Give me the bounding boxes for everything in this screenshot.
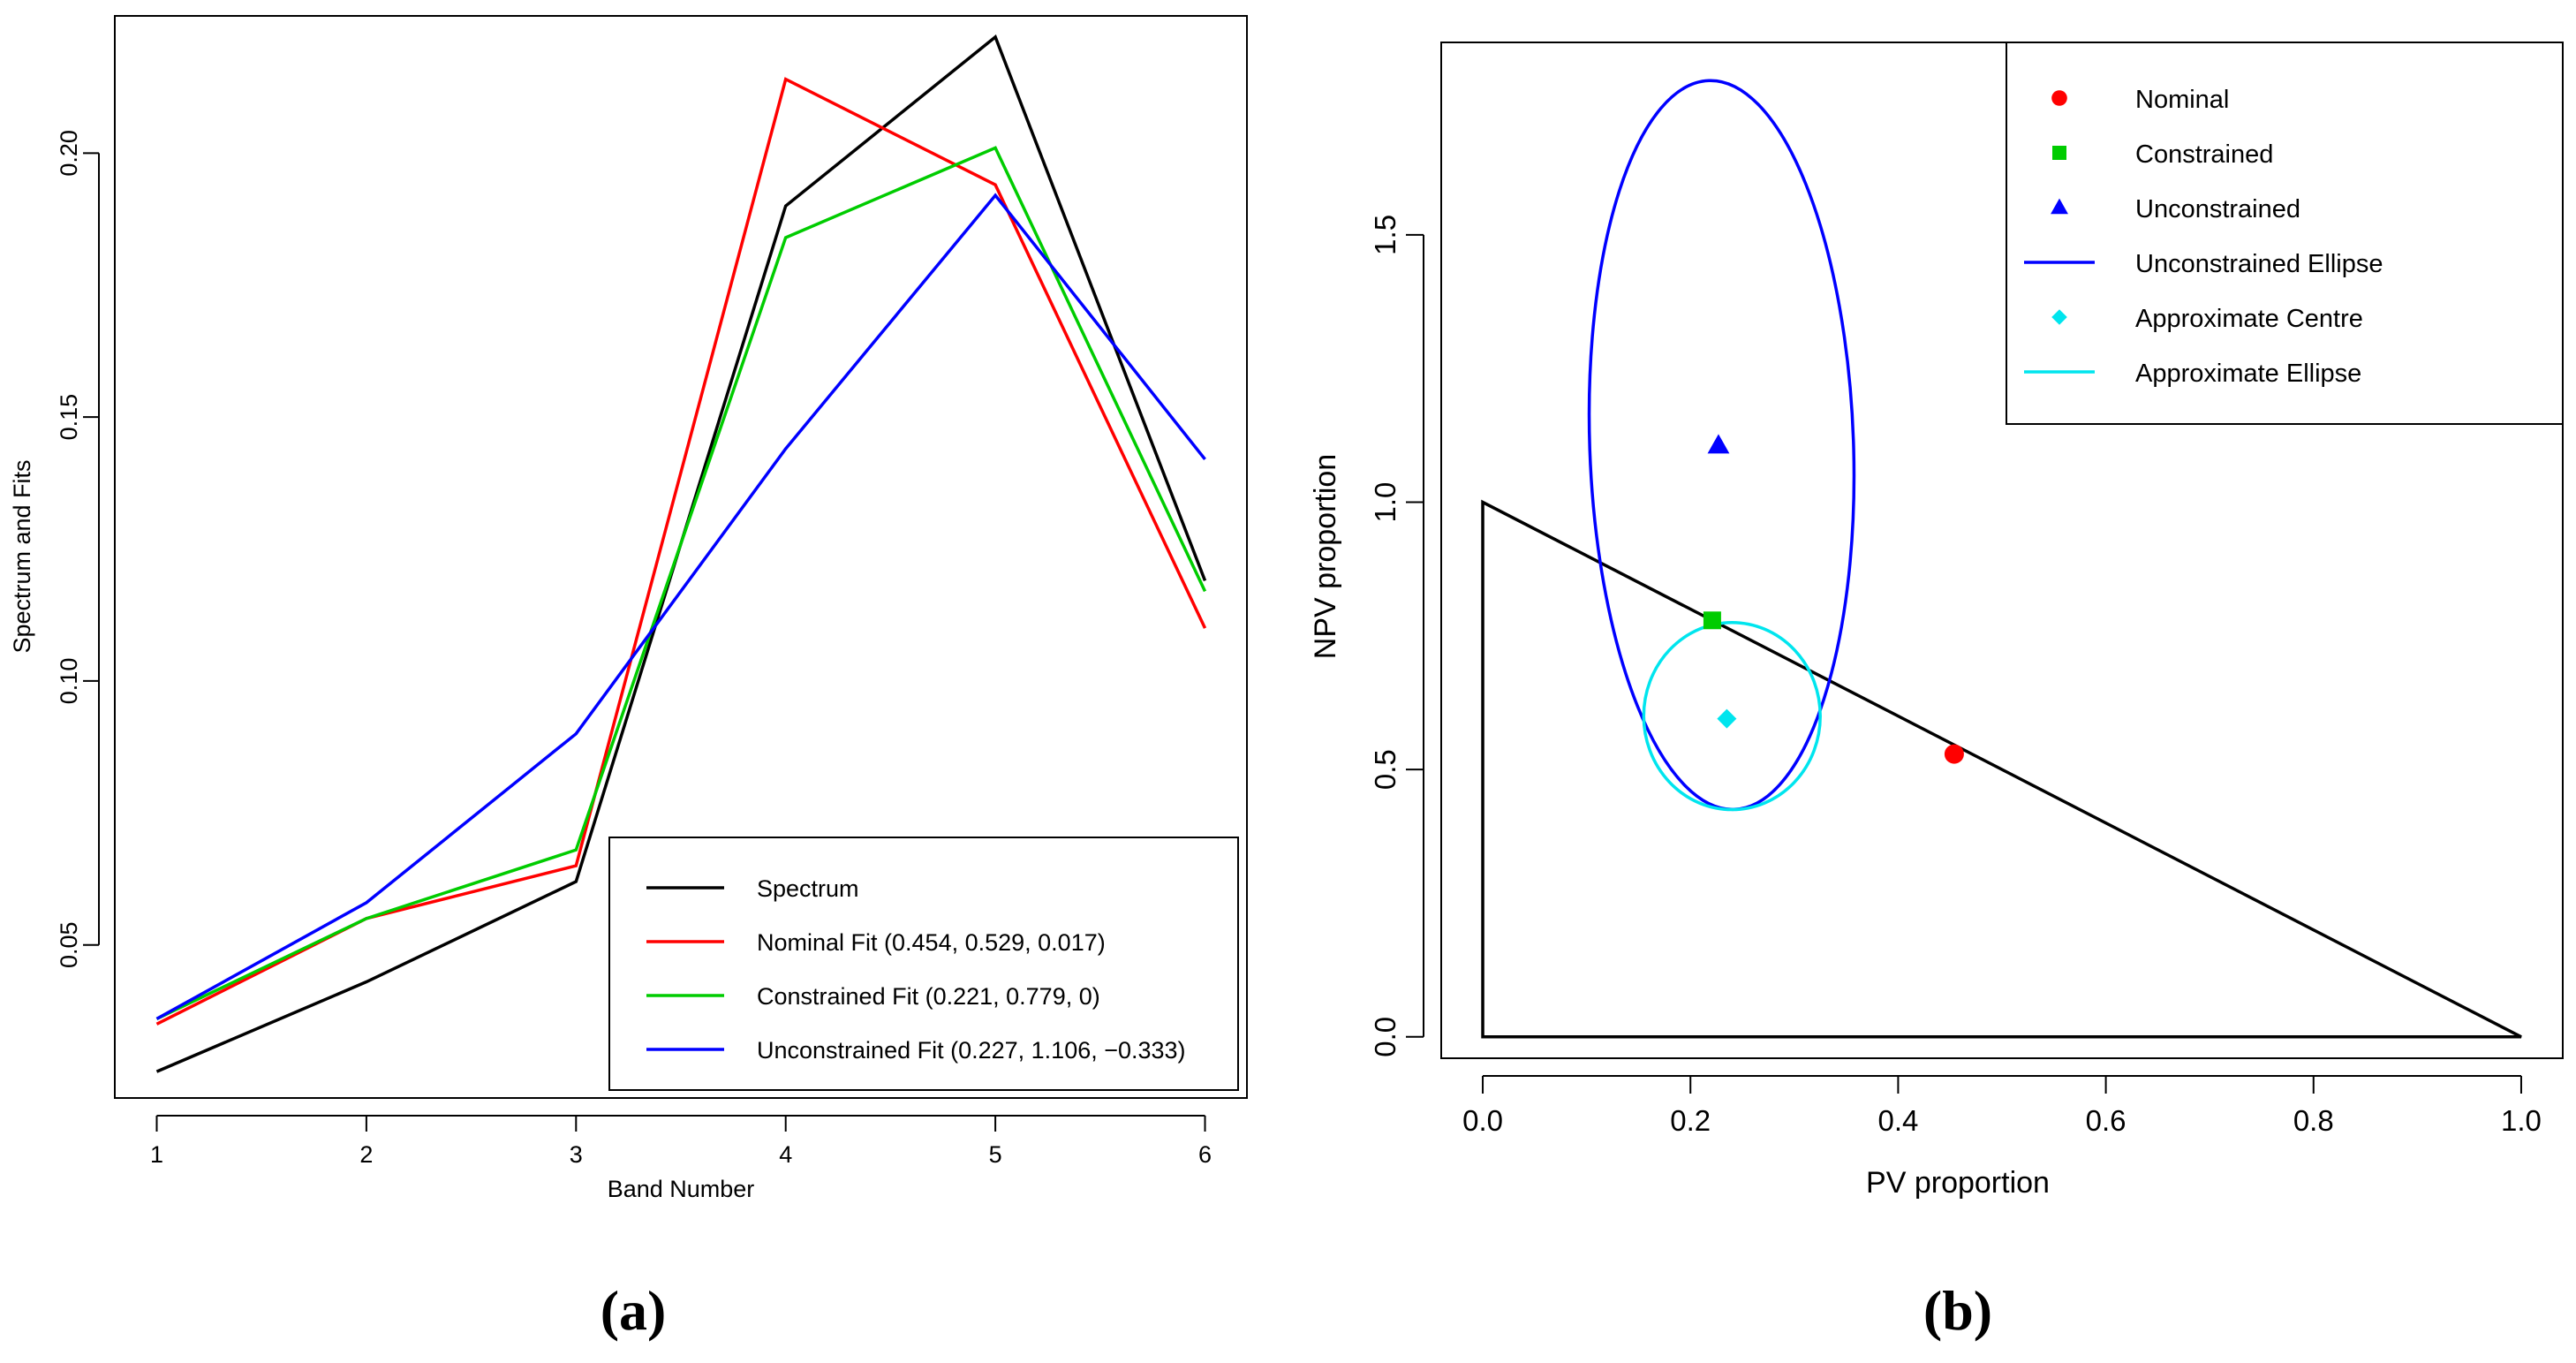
panel-a-x-axis: 1 2 3 4 5 6 [150,1115,1212,1168]
panel-b-shapes [1481,79,2522,1039]
panel-b-x-tick-label: 1.0 [2501,1104,2542,1137]
panel-b-legend-box [2006,42,2564,425]
panel-a-x-tick-label: 1 [150,1141,163,1168]
panel-b-legend-label: Unconstrained [2135,195,2300,223]
panel-a-y-tick-label: 0.10 [56,658,82,705]
panel-b-legend-label: Constrained [2135,140,2273,169]
panel-b-legend-swatch [2051,90,2067,106]
panel-b-legend-label: Unconstrained Ellipse [2135,250,2383,278]
panel-b-point-approximate-centre [1717,708,1737,729]
panel-a-series-line-3 [155,193,1206,1020]
panel-b-x-tick-label: 0.4 [1877,1104,1918,1137]
panel-b-feasible-triangle [1481,499,2522,1039]
panel-a-x-tick-label: 5 [989,1141,1002,1168]
panel-b-plot-frame [1440,42,2564,1059]
panel-b-legend-label: Nominal [2135,86,2229,114]
panel-a-x-tick-label: 4 [779,1141,792,1168]
panel-a-plot-frame [114,15,1248,1099]
panel-a-series-group [155,34,1207,1073]
panel-a-y-tick-label: 0.15 [56,394,82,441]
panel-b-y-tick-label: 1.5 [1369,215,1401,255]
panel-b-legend: Nominal Constrained Unconstrained Unconstra… [2006,42,2564,425]
panel-a-y-axis: 0.05 0.10 0.15 0.20 [56,130,100,968]
panel-a-legend: Spectrum Nominal Fit (0.454, 0.529, 0.017… [608,837,1239,1091]
panel-a-x-tick-label: 3 [570,1141,583,1168]
panel-b-legend-swatch [2052,146,2066,160]
panel-a-y-tick-label: 0.20 [56,130,82,177]
panel-b-legend-swatch [2051,198,2068,215]
panel-a-legend-label: Spectrum [757,875,859,902]
panel-b-legend-swatch [2051,309,2067,325]
panel-b-y-tick-label: 1.0 [1369,482,1401,523]
panel-b-axes: 0.0 0.2 0.4 0.6 0.8 1.0 0.0 0.5 1.0 1.5 [1369,215,2542,1137]
panel-b-x-tick-label: 0.6 [2086,1104,2127,1137]
panel-a-y-axis-title: Spectrum and Fits [9,459,35,653]
panel-b-point-unconstrained [1707,434,1730,454]
panel-b-label: (b) [1923,1279,1992,1342]
panel-a-legend-label: Constrained Fit (0.221, 0.779, 0) [757,983,1100,1010]
panel-a-x-tick-label: 2 [359,1141,373,1168]
panel-b-point-constrained [1703,611,1721,630]
panel-b-y-tick-label: 0.5 [1369,749,1401,790]
panel-a-x-tick-label: 6 [1198,1141,1212,1168]
panel-b-legend-label: Approximate Ellipse [2135,360,2361,388]
panel-b-scatter-chart: 0.0 0.2 0.4 0.6 0.8 1.0 0.0 0.5 1.0 1.5 PV propor… [1309,42,2564,1342]
panel-b-legend-label: Approximate Centre [2135,305,2363,333]
panel-b-x-tick-label: 0.2 [1670,1104,1711,1137]
panel-b-x-tick-label: 0.8 [2293,1104,2334,1137]
panel-b-y-axis-title: NPV proportion [1309,454,1342,659]
panel-b-y-tick-label: 0.0 [1369,1017,1401,1057]
panel-a-y-tick-label: 0.05 [56,921,82,968]
panel-a-legend-label: Nominal Fit (0.454, 0.529, 0.017) [757,929,1106,956]
panel-b-approximate-ellipse [1642,620,1822,812]
panel-a-legend-label: Unconstrained Fit (0.227, 1.106, −0.333) [757,1037,1186,1064]
panel-b-point-nominal [1944,744,1964,764]
panel-a-series-line-2 [155,146,1207,1020]
panel-b-x-axis-title: PV proportion [1866,1166,2050,1200]
panel-b-x-tick-label: 0.0 [1462,1104,1503,1137]
panel-a-x-axis-title: Band Number [608,1176,755,1202]
panel-a-line-chart: 1 2 3 4 5 6 0.05 0.10 0.15 0.20 Band Number Spec… [9,15,1248,1342]
panel-a-label: (a) [601,1279,667,1342]
